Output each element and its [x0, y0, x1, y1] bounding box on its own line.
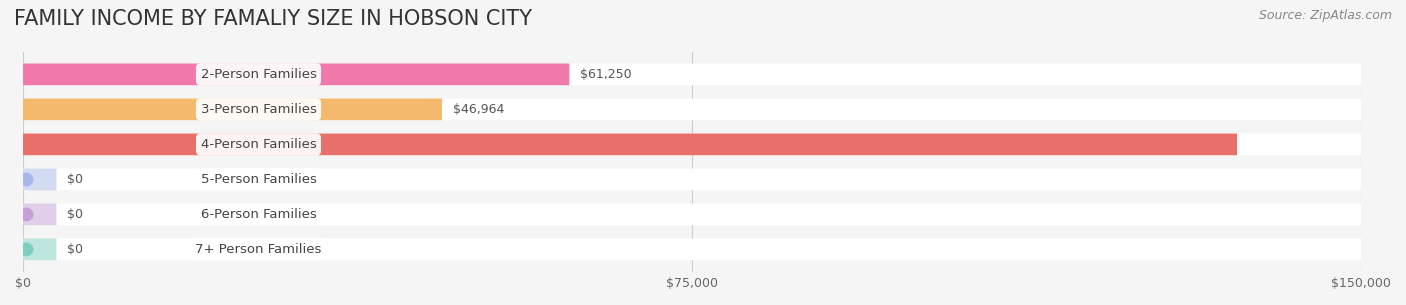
FancyBboxPatch shape: [22, 99, 1361, 120]
Text: $61,250: $61,250: [581, 68, 631, 81]
Text: 4-Person Families: 4-Person Families: [201, 138, 316, 151]
Text: 7+ Person Families: 7+ Person Families: [195, 243, 322, 256]
FancyBboxPatch shape: [22, 169, 56, 190]
FancyBboxPatch shape: [22, 203, 1361, 225]
FancyBboxPatch shape: [22, 239, 1361, 260]
FancyBboxPatch shape: [22, 99, 441, 120]
Text: Source: ZipAtlas.com: Source: ZipAtlas.com: [1258, 9, 1392, 22]
Text: $0: $0: [67, 173, 83, 186]
FancyBboxPatch shape: [22, 63, 1361, 85]
Text: 3-Person Families: 3-Person Families: [201, 103, 316, 116]
FancyBboxPatch shape: [22, 203, 56, 225]
Text: 5-Person Families: 5-Person Families: [201, 173, 316, 186]
FancyBboxPatch shape: [22, 239, 56, 260]
Text: $136,094: $136,094: [1247, 138, 1308, 151]
Text: 6-Person Families: 6-Person Families: [201, 208, 316, 221]
Text: $0: $0: [67, 243, 83, 256]
FancyBboxPatch shape: [22, 134, 1361, 155]
FancyBboxPatch shape: [22, 169, 1361, 190]
Text: $0: $0: [67, 208, 83, 221]
Text: 2-Person Families: 2-Person Families: [201, 68, 316, 81]
FancyBboxPatch shape: [22, 63, 569, 85]
FancyBboxPatch shape: [22, 134, 1237, 155]
Text: FAMILY INCOME BY FAMALIY SIZE IN HOBSON CITY: FAMILY INCOME BY FAMALIY SIZE IN HOBSON …: [14, 9, 533, 29]
Text: $46,964: $46,964: [453, 103, 503, 116]
